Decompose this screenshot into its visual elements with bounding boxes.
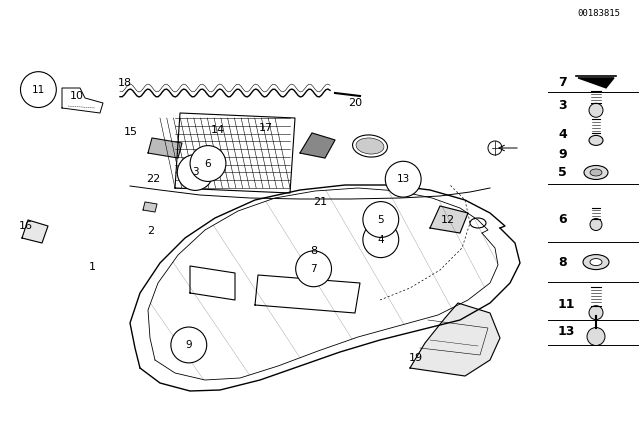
Circle shape (363, 202, 399, 237)
Text: 19: 19 (409, 353, 423, 363)
Polygon shape (578, 78, 614, 88)
Text: 20: 20 (348, 98, 362, 108)
Text: 13: 13 (558, 325, 575, 338)
Text: 13: 13 (397, 174, 410, 184)
Circle shape (385, 161, 421, 197)
Circle shape (296, 251, 332, 287)
Text: 9: 9 (558, 148, 566, 161)
Polygon shape (22, 220, 48, 243)
Text: 5: 5 (378, 215, 384, 224)
Ellipse shape (470, 218, 486, 228)
Text: 4: 4 (558, 128, 567, 141)
Circle shape (587, 327, 605, 345)
Text: 00183815: 00183815 (577, 9, 620, 18)
Text: 14: 14 (211, 125, 225, 135)
Text: 22: 22 (147, 174, 161, 184)
Text: 10: 10 (70, 91, 84, 101)
Circle shape (589, 103, 603, 117)
Text: 6: 6 (558, 213, 566, 226)
Text: 21: 21 (313, 197, 327, 207)
Ellipse shape (590, 258, 602, 266)
Text: 8: 8 (558, 255, 566, 269)
Text: 6: 6 (205, 159, 211, 168)
Polygon shape (430, 206, 468, 233)
Ellipse shape (589, 135, 603, 146)
Polygon shape (300, 133, 335, 158)
Text: 2: 2 (147, 226, 154, 236)
Circle shape (171, 327, 207, 363)
Circle shape (190, 146, 226, 181)
Circle shape (589, 306, 603, 319)
Ellipse shape (584, 165, 608, 180)
Polygon shape (143, 202, 157, 212)
Text: 4: 4 (378, 235, 384, 245)
Text: 5: 5 (558, 166, 567, 179)
Text: 17: 17 (259, 123, 273, 133)
Circle shape (363, 222, 399, 258)
Text: 16: 16 (19, 221, 33, 231)
Circle shape (20, 72, 56, 108)
Ellipse shape (356, 138, 384, 154)
Text: 11: 11 (32, 85, 45, 95)
Polygon shape (148, 138, 182, 158)
Text: 1: 1 (90, 262, 96, 271)
Text: 15: 15 (124, 127, 138, 137)
Text: 7: 7 (310, 264, 317, 274)
Ellipse shape (590, 169, 602, 176)
Circle shape (590, 219, 602, 231)
Polygon shape (410, 303, 500, 376)
Text: 3: 3 (192, 168, 198, 177)
Text: 18: 18 (118, 78, 132, 88)
Text: 3: 3 (558, 99, 566, 112)
Text: 7: 7 (558, 76, 567, 90)
Text: 9: 9 (186, 340, 192, 350)
Text: 12: 12 (441, 215, 455, 224)
Ellipse shape (583, 254, 609, 270)
Circle shape (177, 155, 213, 190)
Text: 11: 11 (558, 298, 575, 311)
Text: 8: 8 (310, 246, 317, 256)
